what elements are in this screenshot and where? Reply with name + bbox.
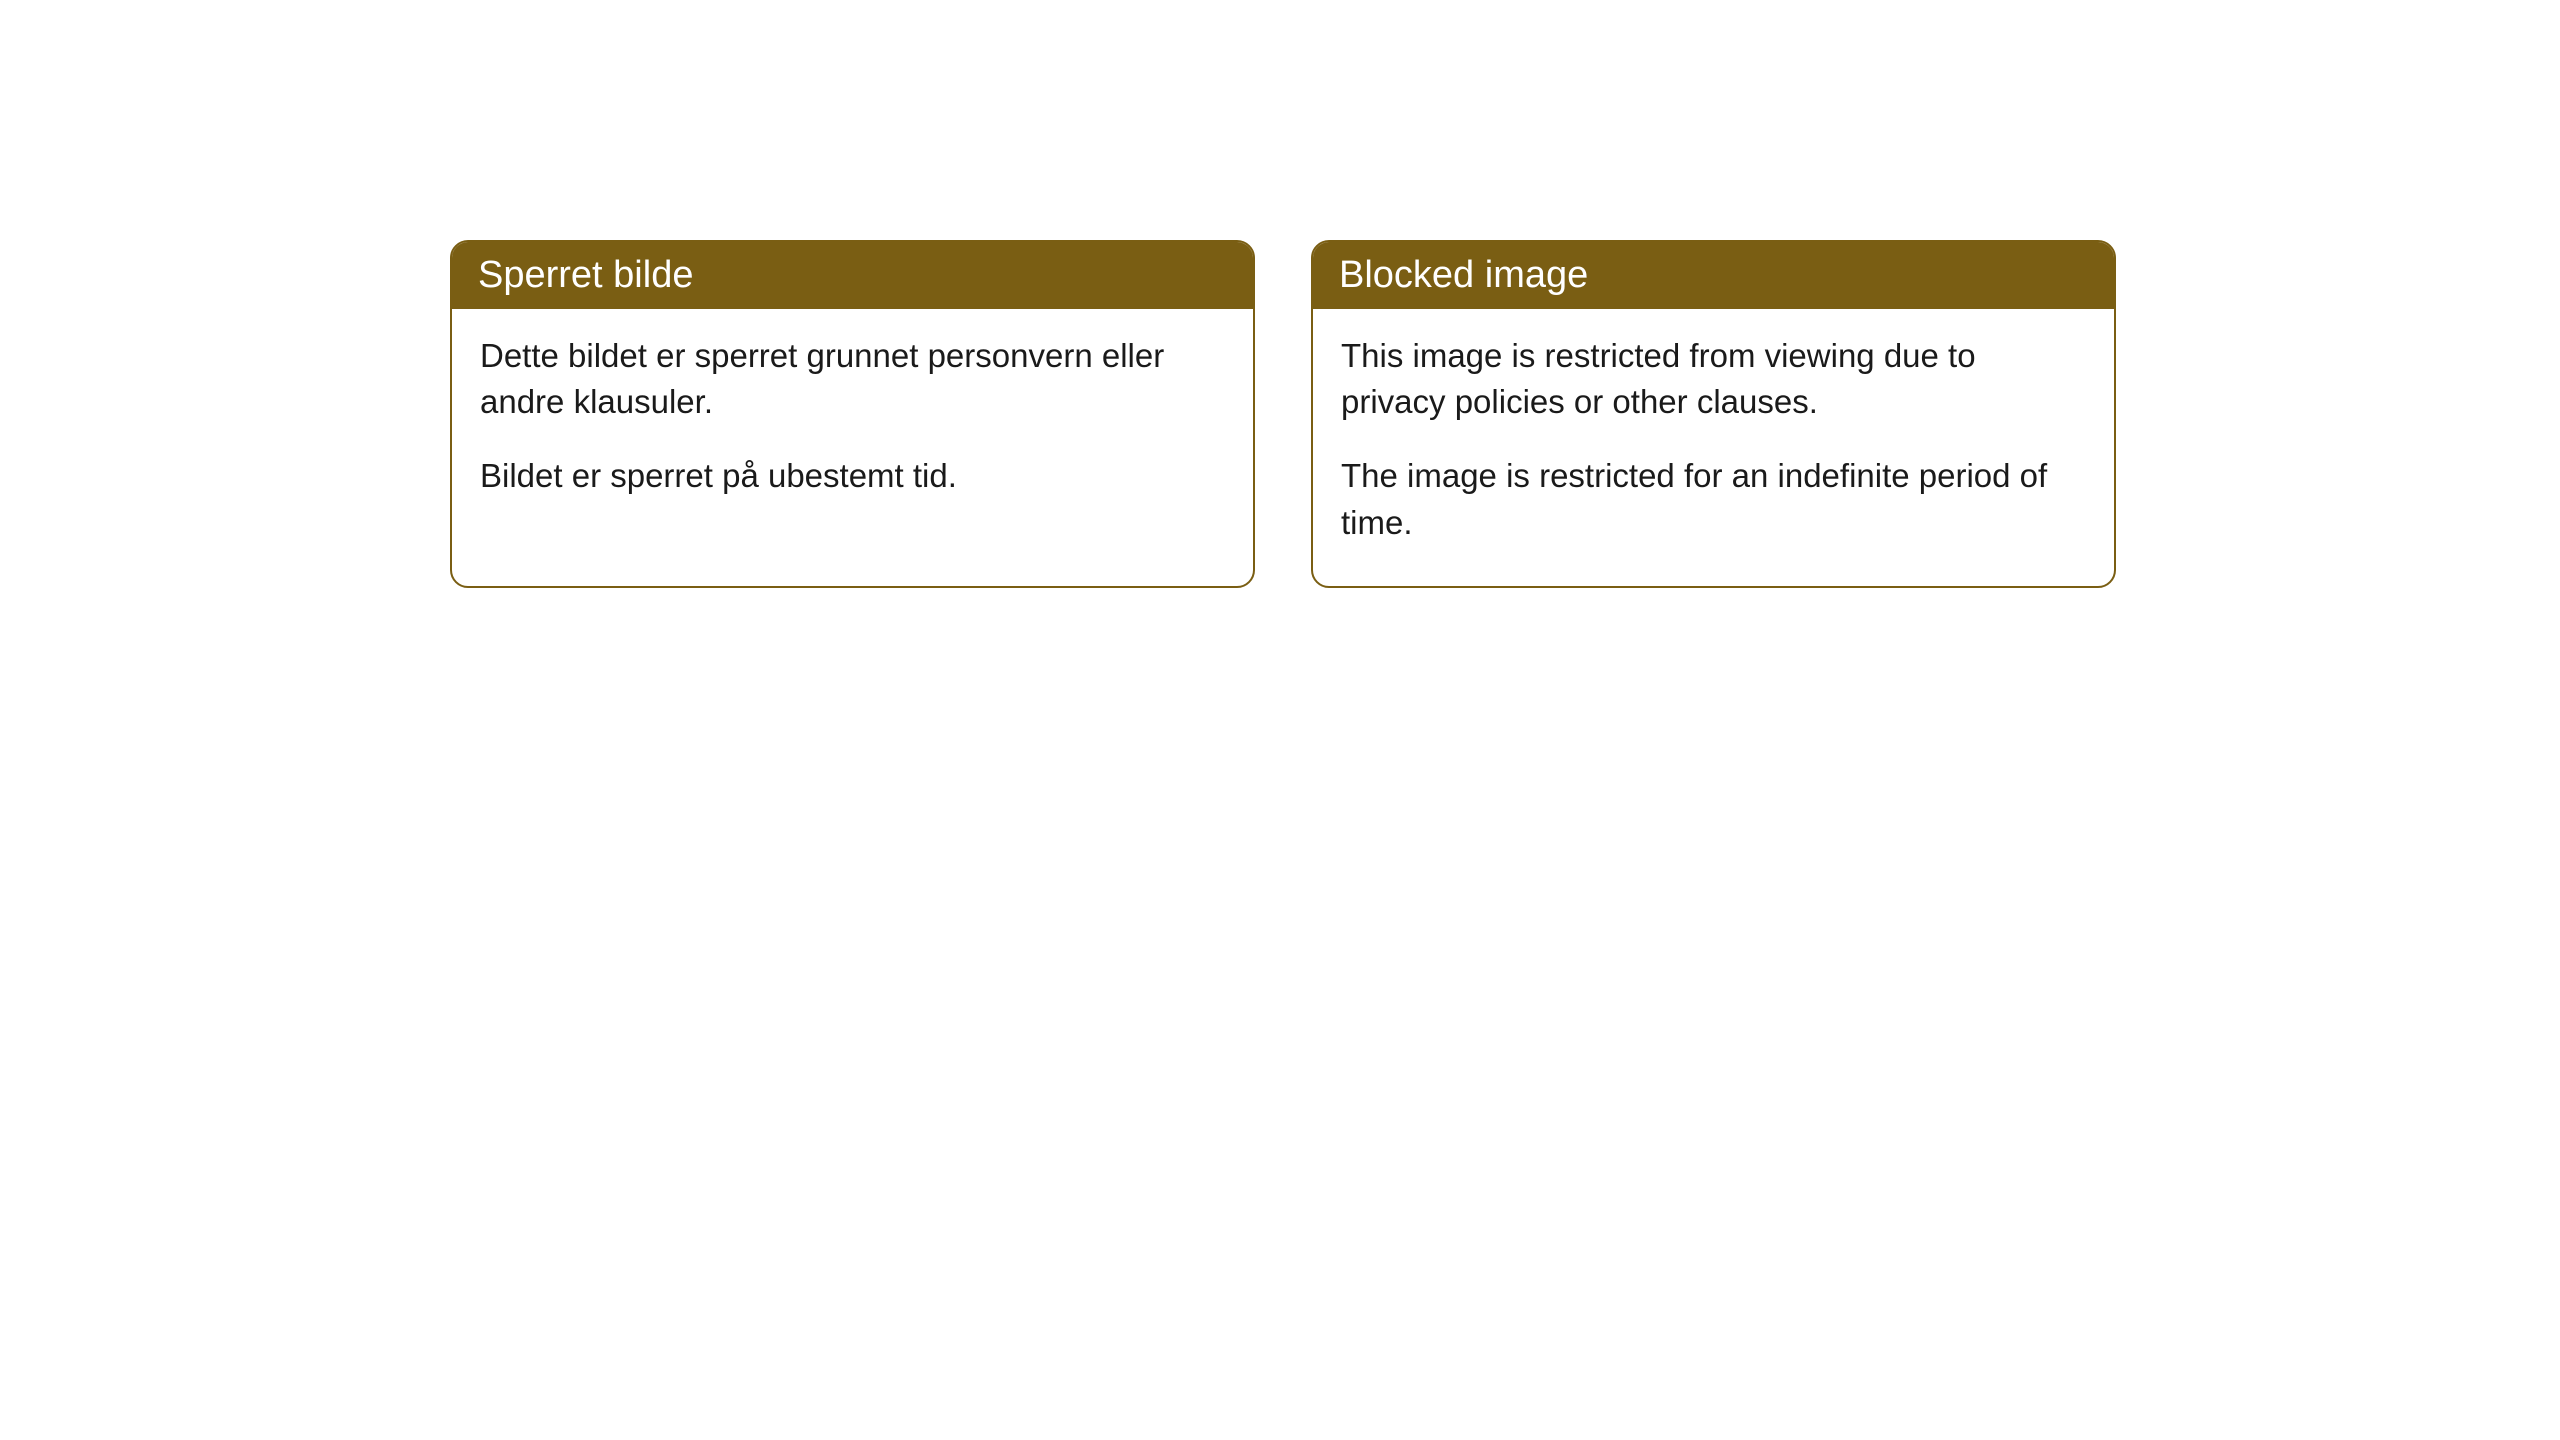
card-title: Sperret bilde [478, 254, 693, 296]
card-paragraph: This image is restricted from viewing du… [1341, 333, 2086, 425]
card-title: Blocked image [1339, 254, 1588, 296]
card-body-norwegian: Dette bildet er sperret grunnet personve… [452, 309, 1253, 540]
card-body-english: This image is restricted from viewing du… [1313, 309, 2114, 586]
cards-container: Sperret bilde Dette bildet er sperret gr… [450, 240, 2116, 588]
card-paragraph: Dette bildet er sperret grunnet personve… [480, 333, 1225, 425]
card-paragraph: Bildet er sperret på ubestemt tid. [480, 453, 1225, 499]
card-header-norwegian: Sperret bilde [452, 242, 1253, 309]
card-paragraph: The image is restricted for an indefinit… [1341, 453, 2086, 545]
card-english: Blocked image This image is restricted f… [1311, 240, 2116, 588]
card-header-english: Blocked image [1313, 242, 2114, 309]
card-norwegian: Sperret bilde Dette bildet er sperret gr… [450, 240, 1255, 588]
